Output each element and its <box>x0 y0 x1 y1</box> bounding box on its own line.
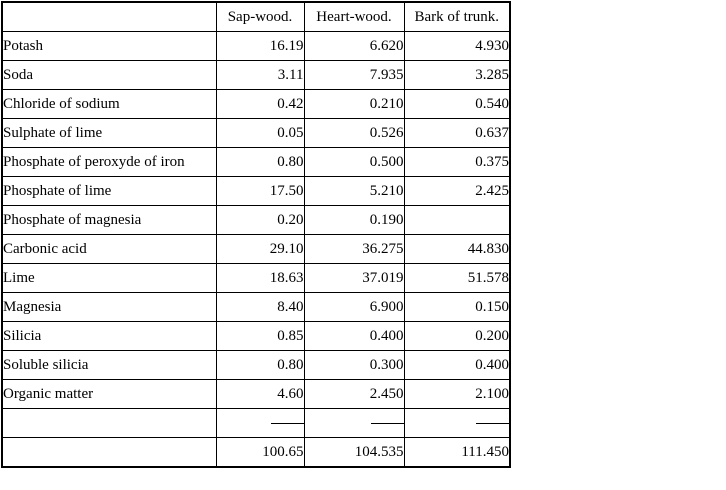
row-value: 0.500 <box>303 147 405 177</box>
row-value: 4.60 <box>215 379 305 409</box>
total-value: 104.535 <box>303 437 405 468</box>
table-row: Soluble silicia 0.80 0.300 0.400 <box>1 350 511 380</box>
dash-line <box>476 422 509 424</box>
separator-cell <box>403 408 511 438</box>
row-value: 0.05 <box>215 118 305 148</box>
row-value: 4.930 <box>403 31 511 61</box>
table-row: Phosphate of peroxyde of iron 0.80 0.500 0.… <box>1 147 511 177</box>
row-value: 29.10 <box>215 234 305 264</box>
row-value: 18.63 <box>215 263 305 293</box>
row-value: 5.210 <box>303 176 405 206</box>
row-value: 51.578 <box>403 263 511 293</box>
row-label: Lime <box>1 263 217 293</box>
row-value: 6.620 <box>303 31 405 61</box>
row-label: Phosphate of magnesia <box>1 205 217 235</box>
row-value: 0.540 <box>403 89 511 119</box>
row-label: Carbonic acid <box>1 234 217 264</box>
composition-table-container: Sap-wood. Heart-wood. Bark of trunk. Pot… <box>1 1 511 468</box>
row-value: 8.40 <box>215 292 305 322</box>
row-label: Magnesia <box>1 292 217 322</box>
row-value: 7.935 <box>303 60 405 90</box>
table-row: Phosphate of lime 17.50 5.210 2.425 <box>1 176 511 206</box>
table-row: Organic matter 4.60 2.450 2.100 <box>1 379 511 409</box>
table-row: Phosphate of magnesia 0.20 0.190 <box>1 205 511 235</box>
row-value: 44.830 <box>403 234 511 264</box>
row-value: 2.425 <box>403 176 511 206</box>
row-value: 0.400 <box>403 350 511 380</box>
row-value: 0.375 <box>403 147 511 177</box>
row-value: 0.300 <box>303 350 405 380</box>
row-value: 0.526 <box>303 118 405 148</box>
header-empty-cell <box>1 1 217 32</box>
row-value: 37.019 <box>303 263 405 293</box>
separator-empty-cell <box>1 408 217 438</box>
row-value: 3.11 <box>215 60 305 90</box>
totals-row: 100.65 104.535 111.450 <box>1 437 511 468</box>
row-value: 2.450 <box>303 379 405 409</box>
composition-table: Sap-wood. Heart-wood. Bark of trunk. Pot… <box>1 1 511 468</box>
row-value: 0.150 <box>403 292 511 322</box>
row-value: 6.900 <box>303 292 405 322</box>
row-value: 0.200 <box>403 321 511 351</box>
row-label: Potash <box>1 31 217 61</box>
row-value: 0.42 <box>215 89 305 119</box>
row-value: 36.275 <box>303 234 405 264</box>
row-label: Organic matter <box>1 379 217 409</box>
row-value: 17.50 <box>215 176 305 206</box>
dash-line <box>270 422 303 424</box>
table-row: Silicia 0.85 0.400 0.200 <box>1 321 511 351</box>
row-label: Soda <box>1 60 217 90</box>
row-value: 0.85 <box>215 321 305 351</box>
row-value <box>403 205 511 235</box>
table-row: Soda 3.11 7.935 3.285 <box>1 60 511 90</box>
row-value: 0.80 <box>215 147 305 177</box>
row-label: Phosphate of lime <box>1 176 217 206</box>
row-value: 0.190 <box>303 205 405 235</box>
row-value: 2.100 <box>403 379 511 409</box>
header-sap-wood: Sap-wood. <box>215 1 305 32</box>
table-row: Lime 18.63 37.019 51.578 <box>1 263 511 293</box>
total-value: 100.65 <box>215 437 305 468</box>
row-value: 0.637 <box>403 118 511 148</box>
row-value: 3.285 <box>403 60 511 90</box>
row-value: 0.80 <box>215 350 305 380</box>
separator-cell <box>215 408 305 438</box>
total-value: 111.450 <box>403 437 511 468</box>
header-heart-wood: Heart-wood. <box>303 1 405 32</box>
header-bark-of-trunk: Bark of trunk. <box>403 1 511 32</box>
totals-empty-cell <box>1 437 217 468</box>
table-row: Chloride of sodium 0.42 0.210 0.540 <box>1 89 511 119</box>
row-label: Phosphate of peroxyde of iron <box>1 147 217 177</box>
separator-cell <box>303 408 405 438</box>
row-label: Chloride of sodium <box>1 89 217 119</box>
dash-line <box>370 422 403 424</box>
separator-row <box>1 408 511 438</box>
table-row: Carbonic acid 29.10 36.275 44.830 <box>1 234 511 264</box>
row-label: Soluble silicia <box>1 350 217 380</box>
row-value: 0.210 <box>303 89 405 119</box>
table-row: Potash 16.19 6.620 4.930 <box>1 31 511 61</box>
row-label: Silicia <box>1 321 217 351</box>
row-value: 0.400 <box>303 321 405 351</box>
row-label: Sulphate of lime <box>1 118 217 148</box>
row-value: 16.19 <box>215 31 305 61</box>
table-row: Sulphate of lime 0.05 0.526 0.637 <box>1 118 511 148</box>
header-row: Sap-wood. Heart-wood. Bark of trunk. <box>1 1 511 32</box>
row-value: 0.20 <box>215 205 305 235</box>
table-row: Magnesia 8.40 6.900 0.150 <box>1 292 511 322</box>
